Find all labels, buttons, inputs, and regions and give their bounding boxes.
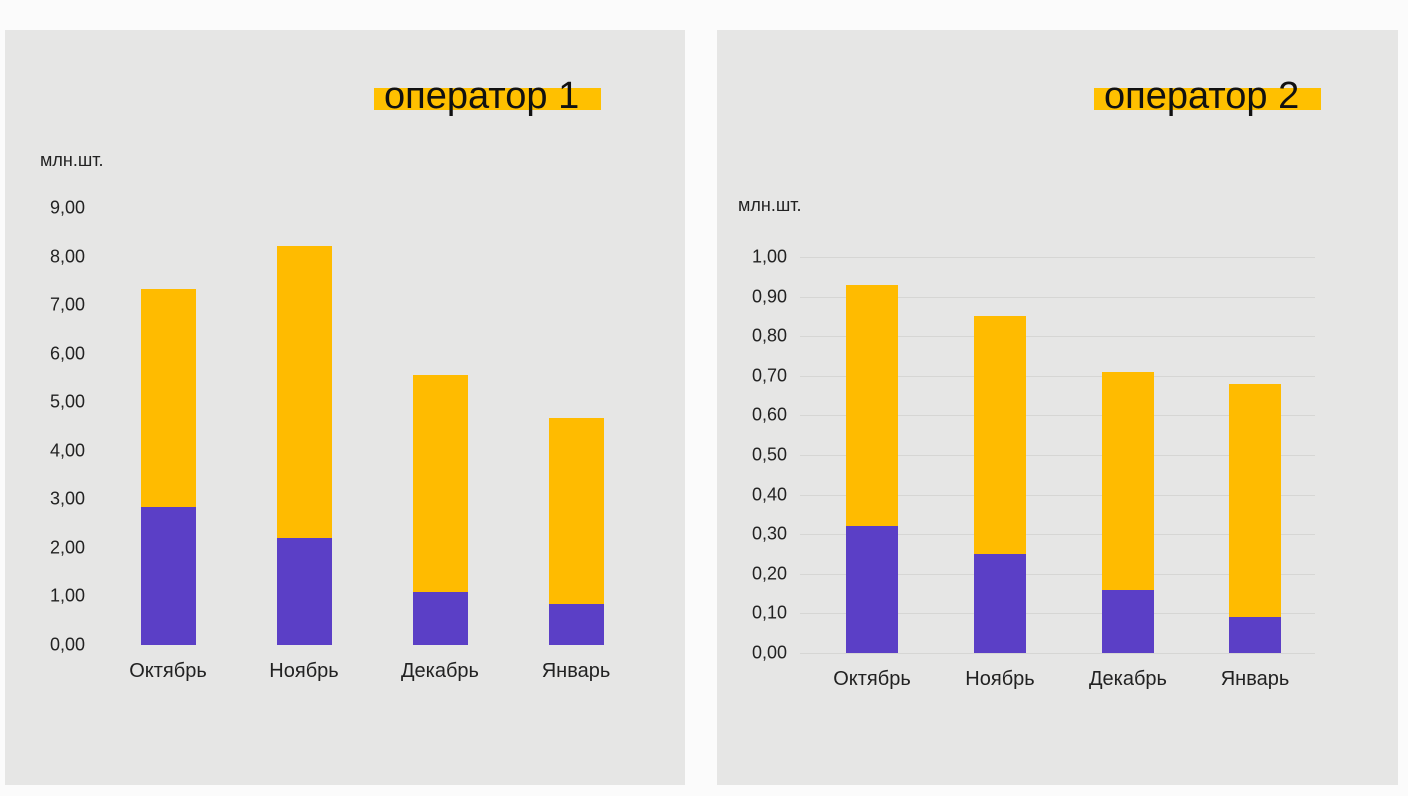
- y-axis-unit-label: млн.шт.: [40, 150, 104, 170]
- x-category-label: Октябрь: [833, 668, 911, 690]
- bar-top-1: [276, 246, 332, 539]
- bar-bottom-1: [974, 554, 1026, 653]
- bar-top-0: [140, 289, 196, 508]
- y-tick-label: 0,00: [49, 634, 85, 655]
- y-tick-label: 9,00: [49, 197, 85, 218]
- chart-title-operator-1: оператор 1: [374, 76, 602, 116]
- bar-top-1: [974, 316, 1026, 554]
- gridline: [800, 534, 1315, 536]
- bar-bottom-3: [1229, 617, 1281, 653]
- y-tick-label: 3,00: [49, 488, 85, 509]
- gridline: [800, 296, 1315, 298]
- x-category-label: Декабрь: [1089, 668, 1167, 690]
- gridline: [800, 415, 1315, 417]
- chart-panel-operator-1: [5, 30, 685, 785]
- bar-top-0: [846, 284, 898, 527]
- gridline: [800, 257, 1315, 258]
- gridline: [800, 653, 1315, 654]
- bar-top-2: [412, 375, 468, 593]
- y-tick-label: 1,00: [49, 585, 85, 606]
- gridline: [800, 573, 1315, 575]
- x-category-label: Октябрь: [129, 660, 207, 682]
- gridline: [800, 494, 1315, 496]
- y-tick-label: 0,60: [751, 404, 787, 425]
- y-tick-label: 8,00: [49, 246, 85, 267]
- x-category-label: Январь: [1220, 668, 1290, 690]
- y-tick-label: 0,70: [751, 365, 787, 386]
- bar-bottom-3: [548, 604, 604, 645]
- bar-bottom-0: [846, 526, 898, 653]
- y-tick-label: 0,10: [751, 602, 787, 623]
- x-category-label: Декабрь: [401, 660, 479, 682]
- bar-bottom-2: [1102, 589, 1154, 653]
- y-tick-label: 0,40: [751, 484, 787, 505]
- y-tick-label: 2,00: [49, 537, 85, 558]
- y-tick-label: 0,50: [751, 444, 787, 465]
- gridline: [800, 375, 1315, 377]
- y-tick-label: 0,00: [751, 642, 787, 663]
- bar-top-2: [1102, 371, 1154, 590]
- bar-top-3: [548, 418, 604, 605]
- gridline: [800, 455, 1315, 456]
- y-tick-label: 0,20: [751, 563, 787, 584]
- bar-top-3: [1229, 383, 1281, 618]
- y-tick-label: 7,00: [49, 294, 85, 315]
- y-axis-unit-label: млн.шт.: [738, 195, 802, 215]
- x-category-label: Ноябрь: [269, 660, 339, 682]
- bar-bottom-0: [140, 507, 196, 645]
- y-tick-label: 6,00: [49, 343, 85, 364]
- y-tick-label: 0,30: [751, 523, 787, 544]
- y-tick-label: 5,00: [49, 391, 85, 412]
- y-tick-label: 0,80: [751, 325, 787, 346]
- bar-bottom-2: [412, 592, 468, 645]
- gridline: [800, 613, 1315, 615]
- y-tick-label: 0,90: [751, 286, 787, 307]
- gridline: [800, 336, 1315, 338]
- bar-bottom-1: [276, 538, 332, 645]
- y-tick-label: 4,00: [49, 440, 85, 461]
- y-tick-label: 1,00: [751, 246, 787, 267]
- x-category-label: Январь: [541, 660, 611, 682]
- chart-panel-operator-2: [717, 30, 1398, 785]
- x-category-label: Ноябрь: [965, 668, 1035, 690]
- chart-title-operator-2: оператор 2: [1094, 76, 1322, 116]
